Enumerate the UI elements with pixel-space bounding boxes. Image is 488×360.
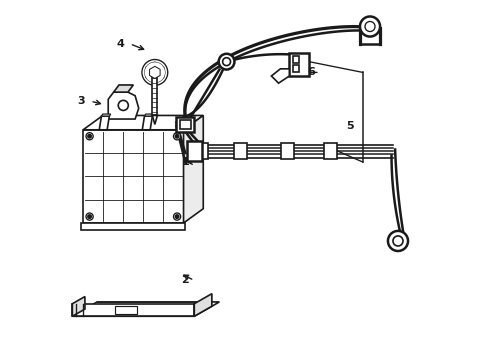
Bar — [152, 76, 157, 116]
Polygon shape — [194, 294, 211, 316]
Polygon shape — [183, 116, 203, 223]
Circle shape — [222, 58, 230, 66]
Polygon shape — [108, 92, 139, 119]
Polygon shape — [149, 66, 160, 78]
Text: 1: 1 — [181, 157, 189, 167]
Text: 4: 4 — [117, 39, 124, 49]
Circle shape — [88, 134, 91, 138]
Bar — [292, 65, 299, 72]
Bar — [234, 143, 247, 159]
Circle shape — [173, 133, 180, 140]
Circle shape — [86, 133, 93, 140]
Polygon shape — [142, 116, 152, 130]
Bar — [187, 141, 202, 161]
Polygon shape — [83, 116, 203, 130]
Polygon shape — [144, 114, 153, 116]
Polygon shape — [83, 130, 183, 223]
Text: 3: 3 — [78, 96, 85, 106]
Circle shape — [175, 134, 179, 138]
Polygon shape — [146, 62, 163, 82]
Circle shape — [387, 231, 407, 251]
Bar — [281, 143, 293, 159]
Circle shape — [175, 215, 179, 219]
Circle shape — [86, 213, 93, 220]
Bar — [176, 117, 194, 132]
Polygon shape — [113, 85, 133, 92]
Text: 6: 6 — [306, 67, 314, 77]
Text: 2: 2 — [181, 275, 189, 285]
Polygon shape — [99, 116, 109, 130]
Text: 5: 5 — [346, 121, 353, 131]
Circle shape — [142, 59, 167, 85]
Bar — [292, 56, 299, 63]
Circle shape — [144, 62, 165, 83]
Polygon shape — [72, 302, 219, 316]
Circle shape — [173, 213, 180, 220]
Polygon shape — [152, 116, 157, 125]
Bar — [195, 143, 207, 159]
Circle shape — [364, 22, 374, 32]
Polygon shape — [81, 302, 200, 311]
Polygon shape — [115, 306, 136, 314]
Polygon shape — [81, 223, 185, 230]
Bar — [180, 120, 190, 129]
Polygon shape — [72, 304, 194, 316]
Circle shape — [392, 236, 402, 246]
Circle shape — [359, 17, 379, 37]
Polygon shape — [271, 69, 289, 83]
Bar — [289, 53, 308, 76]
Polygon shape — [72, 297, 85, 316]
Polygon shape — [101, 114, 110, 116]
Circle shape — [118, 100, 128, 111]
Bar — [324, 143, 336, 159]
Circle shape — [218, 54, 234, 69]
Circle shape — [88, 215, 91, 219]
